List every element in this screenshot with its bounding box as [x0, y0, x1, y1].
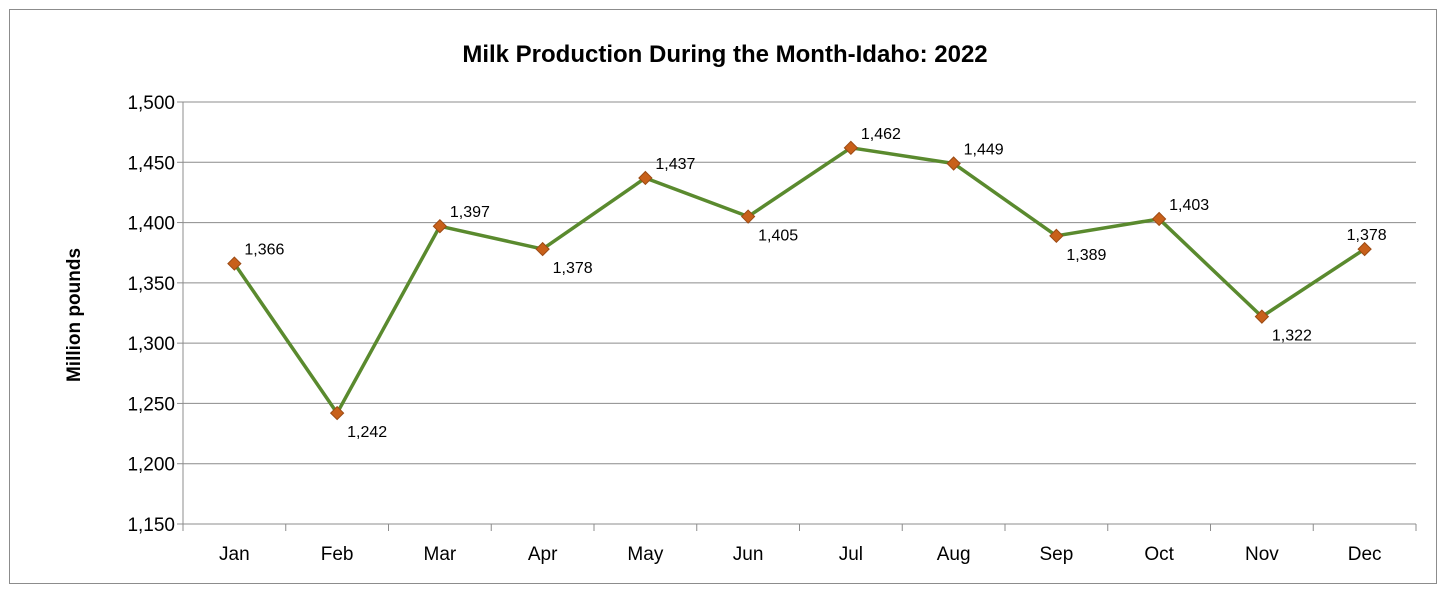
data-markers — [227, 140, 1372, 421]
x-tick-label: May — [627, 544, 663, 565]
data-label: 1,322 — [1272, 328, 1312, 345]
data-marker — [638, 170, 653, 186]
data-label: 1,405 — [758, 228, 798, 245]
data-marker — [1049, 228, 1064, 244]
data-marker — [1151, 211, 1167, 227]
data-label: 1,378 — [1347, 227, 1387, 244]
y-tick-label: 1,300 — [127, 334, 175, 355]
data-marker — [946, 156, 961, 171]
y-tick-label: 1,150 — [127, 515, 175, 536]
data-marker — [227, 256, 242, 271]
x-tick-label: Jan — [219, 544, 250, 565]
x-tick-labels: Jan Feb Mar Apr May Jun Jul Aug Sep Oct Nov Dec — [219, 544, 1381, 565]
x-tick-label: Sep — [1039, 544, 1073, 565]
x-tick-label: Apr — [528, 544, 558, 565]
chart-title: Milk Production During the Month-Idaho: … — [462, 41, 988, 68]
data-label: 1,397 — [450, 204, 490, 221]
y-tick-labels: 1,150 1,200 1,250 1,300 1,350 1,400 1,450 1,500 — [127, 93, 175, 536]
data-marker — [843, 140, 859, 156]
data-label: 1,403 — [1169, 197, 1209, 214]
y-tick-label: 1,350 — [127, 274, 175, 295]
data-marker — [740, 209, 756, 224]
y-tick-label: 1,200 — [127, 455, 175, 476]
data-label: 1,242 — [347, 424, 387, 441]
series-line — [232, 146, 1366, 415]
x-tick-label: Aug — [937, 544, 971, 565]
data-label: 1,378 — [553, 260, 593, 277]
x-tick-label: Mar — [424, 544, 457, 565]
x-tick-label: Dec — [1348, 544, 1382, 565]
data-marker — [1254, 309, 1270, 324]
gridlines — [183, 101, 1416, 525]
axes — [177, 101, 1417, 531]
data-label: 1,449 — [964, 141, 1004, 158]
chart-frame — [9, 9, 1437, 584]
data-marker — [432, 218, 448, 234]
data-label: 1,462 — [861, 126, 901, 143]
data-label: 1,366 — [244, 242, 284, 259]
data-marker — [535, 241, 550, 257]
series-line-path — [232, 146, 1366, 415]
data-label: 1,437 — [655, 156, 695, 173]
y-tick-label: 1,250 — [127, 394, 175, 415]
data-label: 1,389 — [1066, 247, 1106, 264]
x-tick-label: Nov — [1245, 544, 1279, 565]
data-marker — [1357, 241, 1372, 257]
x-tick-label: Feb — [321, 544, 354, 565]
y-tick-label: 1,450 — [127, 153, 175, 174]
data-labels: 1,366 1,242 1,397 1,378 1,437 1,405 1,462 1,449… — [244, 126, 1386, 441]
y-tick-label: 1,400 — [127, 214, 175, 235]
x-tick-label: Jul — [839, 544, 863, 565]
x-tick-label: Jun — [733, 544, 764, 565]
x-tick-label: Oct — [1144, 544, 1174, 565]
data-marker — [329, 405, 345, 421]
y-tick-label: 1,500 — [127, 93, 175, 114]
